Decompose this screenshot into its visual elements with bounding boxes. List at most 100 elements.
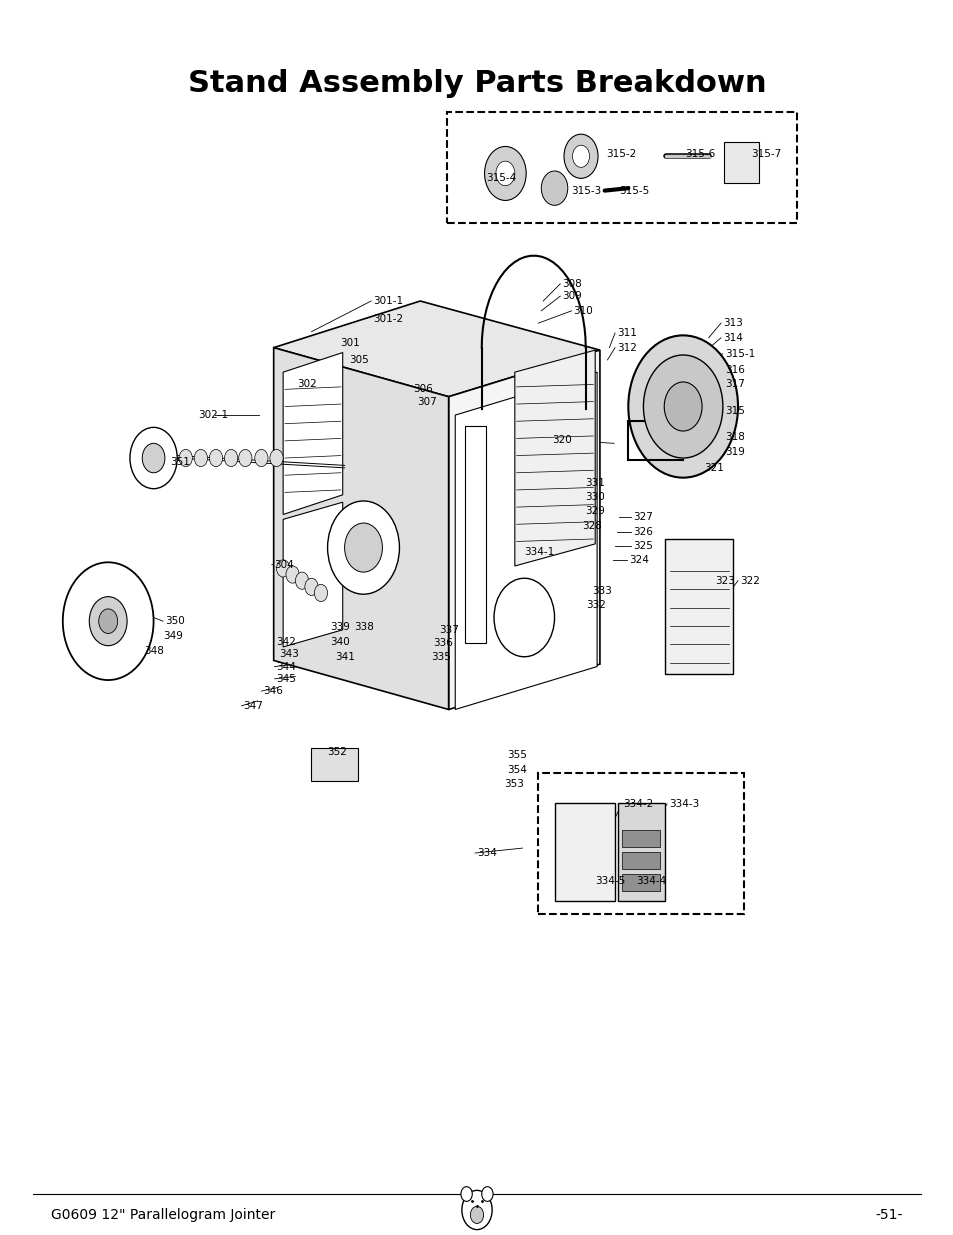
- Text: 324: 324: [629, 555, 648, 564]
- Text: 319: 319: [724, 447, 744, 457]
- Circle shape: [461, 1191, 492, 1230]
- Polygon shape: [274, 301, 599, 396]
- Text: 342: 342: [276, 637, 296, 647]
- Circle shape: [494, 578, 554, 657]
- Text: 310: 310: [573, 306, 593, 316]
- Text: 353: 353: [504, 779, 524, 789]
- Text: G0609 12" Parallelogram Jointer: G0609 12" Parallelogram Jointer: [51, 1208, 275, 1221]
- Circle shape: [276, 559, 290, 577]
- Text: 315: 315: [724, 406, 744, 416]
- Text: 333: 333: [592, 585, 612, 595]
- Text: 344: 344: [276, 662, 296, 672]
- Text: 320: 320: [552, 435, 572, 445]
- Circle shape: [130, 427, 177, 489]
- FancyBboxPatch shape: [621, 874, 659, 890]
- Circle shape: [254, 450, 268, 467]
- Text: 311: 311: [617, 329, 637, 338]
- Circle shape: [484, 147, 526, 200]
- Circle shape: [663, 382, 701, 431]
- FancyBboxPatch shape: [464, 426, 485, 643]
- Text: 317: 317: [724, 379, 744, 389]
- Polygon shape: [283, 352, 342, 515]
- Text: 307: 307: [417, 396, 436, 406]
- Text: 306: 306: [413, 384, 432, 394]
- Circle shape: [209, 450, 222, 467]
- Text: Stand Assembly Parts Breakdown: Stand Assembly Parts Breakdown: [188, 69, 765, 99]
- Circle shape: [470, 1207, 483, 1224]
- Circle shape: [98, 609, 117, 634]
- Text: 315-4: 315-4: [486, 173, 517, 183]
- Text: 321: 321: [703, 463, 723, 473]
- Polygon shape: [515, 350, 595, 566]
- Circle shape: [295, 572, 309, 589]
- Circle shape: [179, 450, 193, 467]
- Circle shape: [63, 562, 153, 680]
- Circle shape: [628, 336, 738, 478]
- FancyBboxPatch shape: [621, 830, 659, 847]
- Text: 305: 305: [349, 354, 369, 364]
- Text: 334-5: 334-5: [595, 877, 625, 887]
- Text: 334-4: 334-4: [636, 877, 665, 887]
- Text: 308: 308: [561, 279, 581, 289]
- Text: 315-5: 315-5: [618, 185, 648, 195]
- Circle shape: [481, 1187, 493, 1202]
- Circle shape: [540, 170, 567, 205]
- Text: 340: 340: [330, 637, 350, 647]
- Text: 315-7: 315-7: [750, 149, 781, 159]
- Text: 352: 352: [327, 747, 347, 757]
- Circle shape: [194, 450, 207, 467]
- FancyBboxPatch shape: [618, 803, 664, 900]
- Text: 334-2: 334-2: [623, 799, 653, 809]
- Text: 301: 301: [339, 337, 359, 348]
- Text: 336: 336: [433, 638, 453, 648]
- Text: 331: 331: [584, 478, 604, 488]
- Polygon shape: [274, 347, 448, 709]
- Text: 350: 350: [165, 616, 185, 626]
- Circle shape: [496, 162, 515, 185]
- Text: 316: 316: [724, 364, 744, 374]
- Circle shape: [327, 501, 399, 594]
- Text: 322: 322: [740, 576, 759, 585]
- Text: 335: 335: [431, 652, 451, 662]
- Text: 301-1: 301-1: [373, 296, 403, 306]
- Text: 337: 337: [438, 625, 458, 635]
- Text: 341: 341: [335, 652, 355, 662]
- Polygon shape: [448, 350, 599, 709]
- Text: 314: 314: [722, 332, 742, 343]
- Text: 343: 343: [279, 650, 299, 659]
- Text: 351: 351: [170, 457, 190, 467]
- Text: 304: 304: [274, 559, 294, 569]
- Text: 334-3: 334-3: [668, 799, 699, 809]
- Text: 312: 312: [617, 342, 637, 353]
- Text: 309: 309: [561, 291, 581, 301]
- Text: 345: 345: [276, 674, 296, 684]
- FancyBboxPatch shape: [554, 803, 615, 900]
- Text: 302: 302: [297, 379, 316, 389]
- Polygon shape: [455, 372, 597, 709]
- Text: 301-2: 301-2: [373, 315, 403, 325]
- Text: 315-2: 315-2: [606, 149, 637, 159]
- Text: 315-1: 315-1: [724, 348, 754, 358]
- Text: 348: 348: [144, 646, 164, 656]
- Text: 313: 313: [722, 319, 742, 329]
- Circle shape: [270, 450, 283, 467]
- Circle shape: [563, 135, 598, 178]
- Text: 302-1: 302-1: [198, 410, 228, 420]
- Text: 334-1: 334-1: [524, 547, 554, 557]
- Text: 332: 332: [585, 600, 605, 610]
- Text: 315-6: 315-6: [684, 149, 715, 159]
- Circle shape: [286, 566, 299, 583]
- Circle shape: [224, 450, 237, 467]
- Polygon shape: [283, 503, 342, 647]
- Text: 338: 338: [354, 622, 374, 632]
- Circle shape: [642, 354, 722, 458]
- FancyBboxPatch shape: [621, 852, 659, 869]
- FancyBboxPatch shape: [311, 747, 357, 781]
- Text: 354: 354: [507, 764, 527, 774]
- Text: 326: 326: [633, 526, 652, 537]
- Text: -51-: -51-: [874, 1208, 902, 1221]
- Text: 346: 346: [263, 687, 283, 697]
- Text: 329: 329: [584, 506, 604, 516]
- Circle shape: [90, 597, 127, 646]
- Circle shape: [314, 584, 327, 601]
